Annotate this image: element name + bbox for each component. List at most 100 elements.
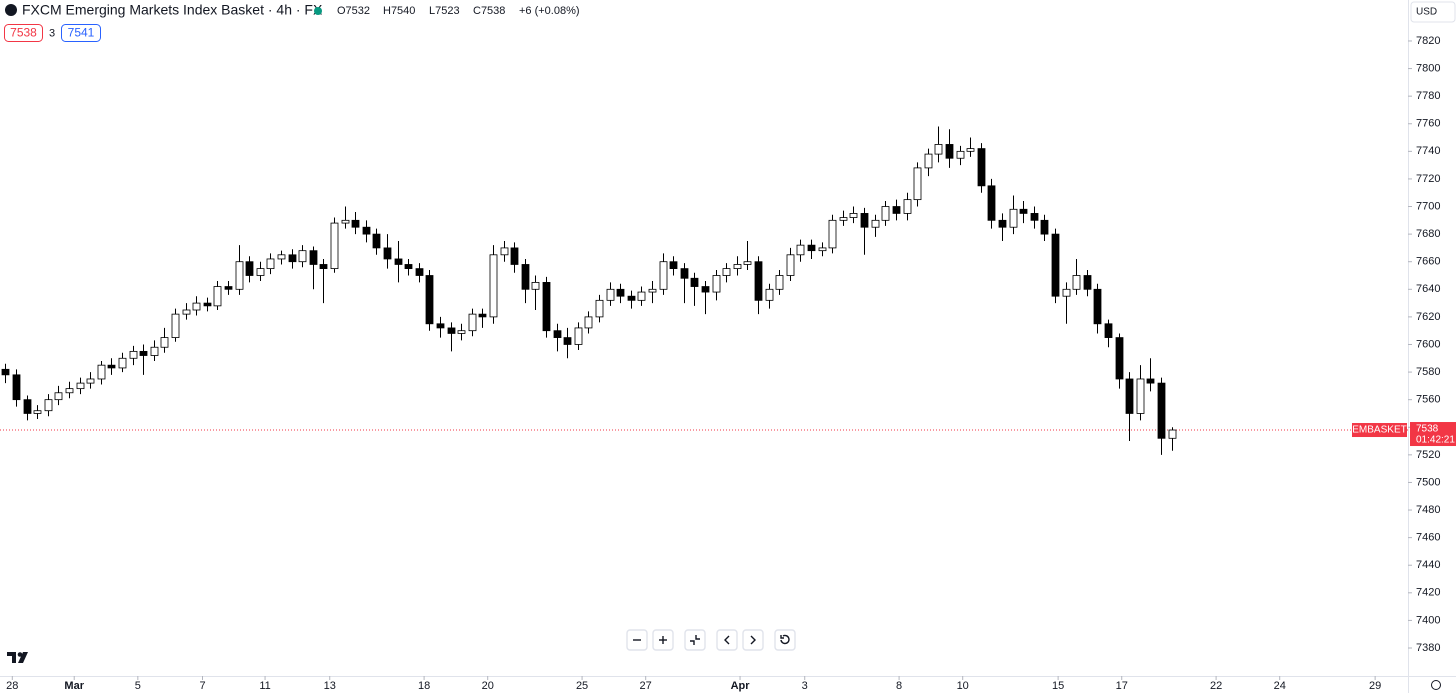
symbol-title[interactable]: FXCM Emerging Markets Index Basket · 4h … xyxy=(22,2,323,18)
candle-body xyxy=(362,226,371,235)
candle-body xyxy=(330,222,339,270)
x-tick-label: 20 xyxy=(482,680,494,692)
reset-chart[interactable] xyxy=(774,629,796,651)
symbol-logo xyxy=(5,4,17,16)
zoom-controls xyxy=(626,629,796,651)
candle-body xyxy=(1062,288,1071,297)
candle-body xyxy=(1136,378,1145,414)
candle-body xyxy=(44,399,53,412)
candle-body xyxy=(150,346,159,356)
y-tick-label: 7380 xyxy=(1416,642,1440,654)
x-tick-label: 22 xyxy=(1210,680,1222,692)
candle-body xyxy=(637,291,646,301)
buy-button[interactable] xyxy=(61,24,101,42)
candle-body xyxy=(298,250,307,263)
spread: 3 xyxy=(49,27,55,39)
candle-body xyxy=(447,327,456,334)
candle-body xyxy=(860,213,869,228)
y-tick-label: 7460 xyxy=(1416,532,1440,544)
candle-body xyxy=(404,264,413,270)
settings-button[interactable] xyxy=(1431,680,1441,690)
candle-body xyxy=(796,244,805,256)
candle-body xyxy=(754,261,763,301)
y-tick-label: 7480 xyxy=(1416,504,1440,516)
candle-body xyxy=(160,337,169,348)
tradingview-logo[interactable] xyxy=(7,652,28,663)
ohlc-value: +6 (+0.08%) xyxy=(519,5,580,17)
candle-body xyxy=(1157,382,1166,439)
scroll-left[interactable] xyxy=(716,629,738,651)
candle-body xyxy=(351,219,360,228)
candle-body xyxy=(871,219,880,228)
candle-body xyxy=(977,148,986,187)
candle-body xyxy=(1019,208,1028,214)
candle-body xyxy=(563,337,572,345)
candle-body xyxy=(818,247,827,252)
y-tick-label: 7500 xyxy=(1416,476,1440,488)
candle-body xyxy=(680,268,689,279)
ohlc-value: L7523 xyxy=(429,5,460,17)
candle-body xyxy=(998,219,1007,228)
candle-body xyxy=(288,254,297,263)
candle-body xyxy=(245,261,254,276)
buy-price[interactable]: 7541 xyxy=(68,26,95,40)
candle-body xyxy=(733,264,742,270)
logo-part xyxy=(17,652,23,657)
currency[interactable]: USD xyxy=(1416,7,1437,18)
candle-body xyxy=(478,313,487,318)
plot-area xyxy=(0,126,1408,455)
ohlc-legend: O7532 H7540 L7523 C7538 +6 (+0.08%) xyxy=(337,5,580,17)
candle-body xyxy=(129,350,138,359)
candle-body xyxy=(881,206,890,221)
candle-body xyxy=(945,144,954,159)
y-tick-label: 7760 xyxy=(1416,118,1440,130)
candle-body xyxy=(33,410,42,414)
x-tick-label: 5 xyxy=(135,680,141,692)
y-tick-label: 7800 xyxy=(1416,62,1440,74)
candle-body xyxy=(203,302,212,307)
currency-button[interactable] xyxy=(1410,1,1456,23)
candle-body xyxy=(86,378,95,384)
x-tick-label: 7 xyxy=(199,680,205,692)
icon xyxy=(690,635,700,645)
x-tick-label: 18 xyxy=(418,680,430,692)
candle-body xyxy=(23,399,32,414)
y-tick-label: 7620 xyxy=(1416,311,1440,323)
icon xyxy=(750,635,756,645)
x-tick-label: 15 xyxy=(1052,680,1064,692)
candle-body xyxy=(171,313,180,338)
sell-button[interactable] xyxy=(4,24,43,42)
candle-body xyxy=(510,247,519,265)
candle-body xyxy=(807,244,816,252)
x-tick-label: 29 xyxy=(1369,680,1381,692)
y-tick-label: 7740 xyxy=(1416,145,1440,157)
market-status[interactable] xyxy=(314,7,322,15)
reset-scale[interactable] xyxy=(684,629,706,651)
x-tick-label: 10 xyxy=(957,680,969,692)
candle-body xyxy=(616,288,625,297)
candle-body xyxy=(415,268,424,276)
candle-body xyxy=(1009,208,1018,228)
candle-body xyxy=(309,250,318,265)
candle-body xyxy=(924,153,933,169)
y-tick-label: 7720 xyxy=(1416,173,1440,185)
x-tick-label: 27 xyxy=(640,680,652,692)
candle-body xyxy=(743,261,752,265)
candle-body xyxy=(372,233,381,249)
x-tick-label: 11 xyxy=(259,680,270,692)
candle-body xyxy=(118,357,127,369)
x-tick-label: 28 xyxy=(6,680,18,692)
countdown: 01:42:21 xyxy=(1416,435,1455,446)
candle-body xyxy=(12,374,21,401)
candle-body xyxy=(224,286,233,290)
candle-body xyxy=(277,254,286,260)
scroll-right[interactable] xyxy=(742,629,764,651)
sell-price[interactable]: 7538 xyxy=(10,26,37,40)
candle-body xyxy=(383,247,392,260)
y-tick-label: 7600 xyxy=(1416,338,1440,350)
last-price-box xyxy=(1410,422,1456,447)
icon xyxy=(724,635,730,645)
ohlc-value: O7532 xyxy=(337,5,370,17)
x-tick-label: Apr xyxy=(731,680,751,692)
